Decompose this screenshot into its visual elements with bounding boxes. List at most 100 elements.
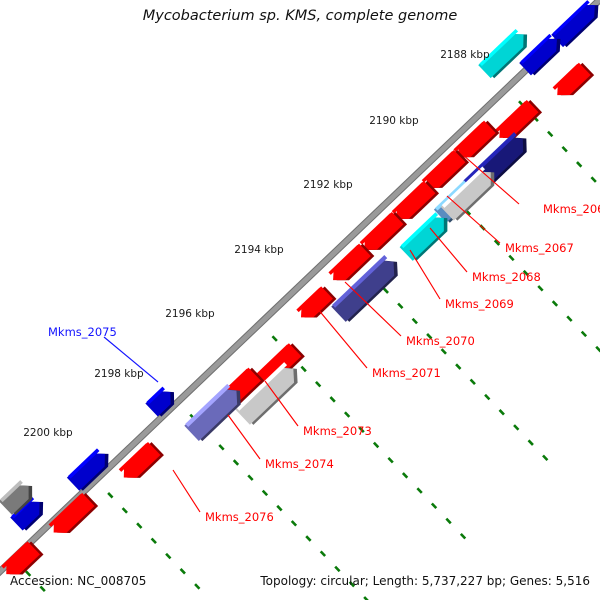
gene-feature[interactable] bbox=[390, 179, 440, 227]
gene-feature[interactable] bbox=[47, 491, 99, 541]
gene-feature-body[interactable] bbox=[184, 383, 243, 441]
gene-feature-body[interactable] bbox=[358, 211, 404, 256]
gene-feature-highlight bbox=[185, 383, 231, 427]
gene-feature-highlight bbox=[146, 386, 165, 405]
gene-feature-highlight bbox=[552, 63, 580, 90]
label-leader-line bbox=[446, 195, 501, 244]
gene-label[interactable]: Mkms_2067 bbox=[505, 241, 574, 255]
gene-label[interactable]: Mkms_2073 bbox=[303, 424, 372, 438]
label-leader-line bbox=[172, 469, 201, 513]
gene-label[interactable]: Mkms_2069 bbox=[445, 297, 514, 311]
axis-tick-label: 2190 kbp bbox=[369, 115, 419, 127]
gene-label[interactable]: Mkms_2071 bbox=[372, 366, 441, 380]
gene-feature[interactable] bbox=[295, 285, 337, 326]
label-leader-line bbox=[103, 336, 159, 383]
gene-feature-body[interactable] bbox=[478, 28, 530, 79]
gene-feature[interactable] bbox=[184, 381, 247, 443]
gene-feature-body[interactable] bbox=[519, 33, 563, 76]
gene-feature[interactable] bbox=[440, 164, 501, 223]
label-leader-line bbox=[429, 227, 468, 273]
gene-feature[interactable] bbox=[0, 477, 39, 516]
gene-label[interactable]: Mkms_2068 bbox=[472, 270, 541, 284]
gene-feature-highlight bbox=[332, 255, 388, 308]
gene-feature-body[interactable] bbox=[551, 62, 591, 102]
gene-feature-highlight bbox=[494, 101, 528, 133]
gene-feature[interactable] bbox=[420, 148, 470, 196]
page-title: Mycobacterium sp. KMS, complete genome bbox=[143, 8, 458, 24]
gene-feature-body[interactable] bbox=[452, 120, 496, 164]
gene-feature[interactable] bbox=[478, 26, 533, 80]
gene-feature-highlight bbox=[68, 448, 100, 479]
gene-feature-highlight bbox=[0, 480, 23, 503]
gene-feature-body[interactable] bbox=[10, 495, 46, 531]
gene-feature-highlight bbox=[453, 121, 485, 152]
gene-feature[interactable] bbox=[66, 446, 115, 493]
gene-feature-highlight bbox=[253, 344, 290, 379]
gene-feature-body[interactable] bbox=[47, 492, 95, 539]
gene-feature[interactable] bbox=[519, 31, 566, 77]
gene-feature-body[interactable] bbox=[235, 361, 300, 425]
gene-feature-highlight bbox=[391, 182, 425, 214]
gene-feature[interactable] bbox=[0, 540, 44, 583]
label-leader-line bbox=[227, 414, 261, 460]
genome-summary-status: Topology: circular; Length: 5,737,227 bp… bbox=[259, 574, 590, 588]
gene-feature-highlight bbox=[359, 213, 393, 245]
gene-feature[interactable] bbox=[327, 242, 375, 288]
gene-feature[interactable] bbox=[493, 98, 543, 146]
gene-label[interactable]: Mkms_2076 bbox=[205, 510, 274, 524]
gene-feature[interactable] bbox=[118, 440, 164, 486]
axis-tick-label: 2196 kbp bbox=[165, 308, 215, 320]
axis-tick-label: 2192 kbp bbox=[303, 179, 353, 191]
gene-feature-body[interactable] bbox=[331, 254, 400, 322]
label-leader-line bbox=[316, 307, 368, 369]
gene-feature-body[interactable] bbox=[118, 441, 161, 484]
gene-feature-highlight bbox=[552, 0, 590, 36]
gene-feature-highlight bbox=[48, 494, 83, 527]
axis-tick-label: 2198 kbp bbox=[94, 368, 144, 380]
gene-feature-body[interactable] bbox=[295, 286, 333, 323]
gene-feature[interactable] bbox=[331, 252, 404, 323]
gene-feature[interactable] bbox=[235, 360, 304, 427]
accession-status: Accession: NC_008705 bbox=[10, 574, 146, 588]
gene-features-layer bbox=[0, 0, 600, 583]
axis-tick-label: 2200 kbp bbox=[23, 427, 73, 439]
gene-feature-body[interactable] bbox=[493, 99, 539, 144]
gene-feature-body[interactable] bbox=[420, 149, 466, 194]
gene-feature-highlight bbox=[421, 151, 455, 183]
gene-feature-highlight bbox=[463, 132, 517, 184]
gene-label[interactable]: Mkms_2066 bbox=[543, 202, 600, 216]
axis-tick-label: 2188 kbp bbox=[440, 49, 490, 61]
gene-label[interactable]: Mkms_2070 bbox=[406, 334, 475, 348]
gene-feature[interactable] bbox=[452, 119, 500, 165]
axis-tick-labels: 2188 kbp 2190 kbp 2192 kbp 2194 kbp 2196 kbp… bbox=[23, 49, 490, 439]
gene-feature-highlight bbox=[236, 362, 288, 411]
gene-feature-body[interactable] bbox=[390, 180, 436, 225]
gene-feature-highlight bbox=[520, 33, 552, 64]
gene-feature-body[interactable] bbox=[0, 541, 40, 580]
label-leader-line bbox=[344, 281, 402, 337]
gene-feature-body[interactable] bbox=[440, 165, 498, 221]
gene-feature-body[interactable] bbox=[399, 211, 451, 261]
axis-tick-label: 2194 kbp bbox=[234, 244, 284, 256]
gene-labels-layer: Mkms_2066 Mkms_2067 Mkms_2068 Mkms_2069 Mkms… bbox=[48, 202, 600, 524]
gene-feature[interactable] bbox=[551, 61, 595, 103]
gene-feature-body[interactable] bbox=[66, 447, 111, 491]
gene-feature-highlight bbox=[441, 166, 485, 208]
gene-feature-body[interactable] bbox=[253, 343, 302, 391]
gene-feature-body[interactable] bbox=[0, 479, 35, 515]
gene-feature-highlight bbox=[479, 28, 519, 67]
gene-feature[interactable] bbox=[551, 0, 600, 49]
gene-feature-highlight bbox=[328, 244, 360, 275]
gene-feature-body[interactable] bbox=[551, 0, 600, 48]
label-leader-line bbox=[409, 249, 441, 300]
gene-feature-highlight bbox=[435, 180, 467, 211]
gene-feature[interactable] bbox=[145, 384, 180, 419]
gene-label[interactable]: Mkms_2075 bbox=[48, 325, 117, 339]
gene-feature[interactable] bbox=[399, 209, 454, 262]
gene-label[interactable]: Mkms_2074 bbox=[265, 457, 334, 471]
gene-feature-body[interactable] bbox=[327, 243, 371, 287]
label-leader-line bbox=[462, 154, 520, 205]
gene-feature[interactable] bbox=[358, 210, 408, 258]
